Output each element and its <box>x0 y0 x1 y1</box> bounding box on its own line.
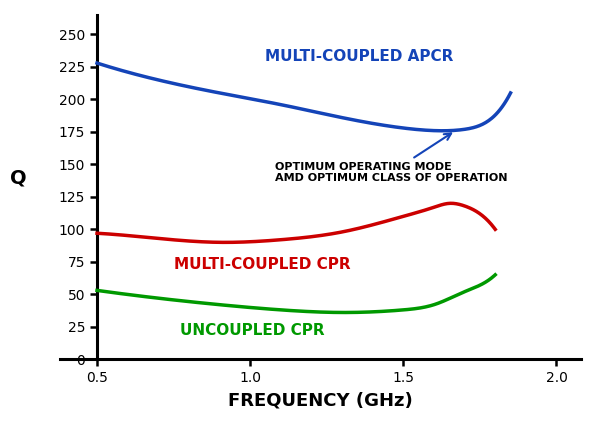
Text: UNCOUPLED CPR: UNCOUPLED CPR <box>180 323 324 338</box>
Text: MULTI-COUPLED APCR: MULTI-COUPLED APCR <box>265 49 454 64</box>
Y-axis label: Q: Q <box>10 168 27 187</box>
Text: MULTI-COUPLED CPR: MULTI-COUPLED CPR <box>173 257 350 272</box>
Text: OPTIMUM OPERATING MODE
AMD OPTIMUM CLASS OF OPERATION: OPTIMUM OPERATING MODE AMD OPTIMUM CLASS… <box>275 133 507 184</box>
X-axis label: FREQUENCY (GHz): FREQUENCY (GHz) <box>228 392 413 410</box>
